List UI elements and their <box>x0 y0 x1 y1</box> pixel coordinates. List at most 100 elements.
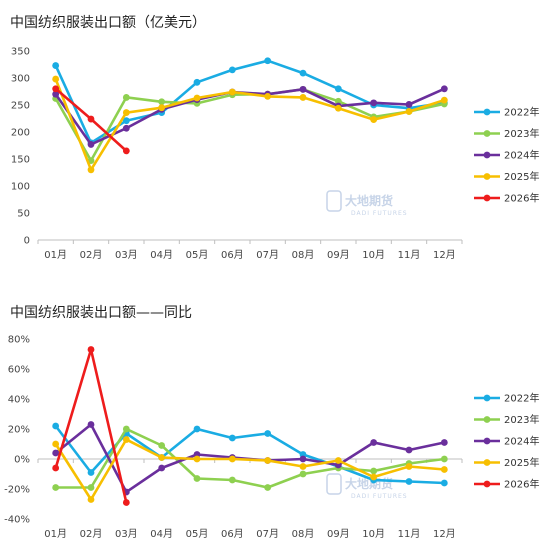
legend-label: 2026年 <box>504 192 539 205</box>
x-tick-label: 08月 <box>292 528 315 540</box>
legend-label: 2026年 <box>504 478 539 491</box>
data-point <box>228 88 236 96</box>
data-point <box>122 124 130 132</box>
series-line-2023年 <box>54 88 445 162</box>
data-point <box>299 463 307 470</box>
data-point <box>158 454 166 461</box>
data-point <box>334 457 342 464</box>
data-point <box>122 117 130 125</box>
y-tick-label: 0% <box>14 455 30 466</box>
data-point <box>370 116 378 123</box>
data-point <box>87 496 95 503</box>
x-tick-label: 11月 <box>398 249 421 261</box>
data-point <box>87 115 95 123</box>
x-tick-label: 11月 <box>398 528 421 540</box>
chart-title-top: 中国纺织服装出口额（亿美元） <box>10 15 206 31</box>
watermark-logo-icon <box>326 473 342 495</box>
data-point <box>334 85 342 93</box>
data-point <box>440 479 448 487</box>
data-point <box>52 90 60 98</box>
data-point <box>228 66 236 74</box>
data-point <box>440 455 448 463</box>
legend-swatch-marker <box>483 151 491 159</box>
data-point <box>440 96 448 104</box>
data-point <box>370 439 378 446</box>
legend-swatch-marker <box>483 437 491 445</box>
legend-swatch-marker <box>483 394 491 402</box>
data-point <box>405 463 413 470</box>
data-point <box>228 434 236 442</box>
legend-label: 2024年 <box>504 435 539 448</box>
data-point <box>334 97 342 105</box>
data-point <box>52 464 60 472</box>
data-point <box>52 75 60 83</box>
watermark-subtext: DADI FUTURES <box>351 493 408 500</box>
data-point <box>122 436 130 443</box>
x-tick-label: 12月 <box>433 249 456 261</box>
x-tick-label: 05月 <box>186 249 209 261</box>
x-tick-label: 09月 <box>327 249 350 261</box>
data-point <box>87 141 95 148</box>
x-tick-label: 02月 <box>80 249 103 261</box>
y-tick-label: 250 <box>11 101 30 112</box>
legend-swatch-marker <box>483 480 491 488</box>
data-point <box>52 85 60 93</box>
x-tick-label: 04月 <box>150 528 173 540</box>
x-tick-label: 06月 <box>221 528 244 540</box>
legend-swatch-marker <box>483 194 491 202</box>
data-point <box>334 104 342 112</box>
data-point <box>405 108 413 115</box>
legend-label: 2023年 <box>504 127 539 140</box>
y-tick-label: 350 <box>11 47 30 58</box>
legend-label: 2025年 <box>504 170 539 183</box>
x-tick-label: 12月 <box>433 528 456 540</box>
data-point <box>193 475 201 482</box>
data-point <box>370 467 378 475</box>
series-line-2025年 <box>54 438 445 501</box>
legend-swatch-marker <box>483 459 491 466</box>
x-tick-label: 01月 <box>44 249 67 261</box>
y-tick-label: 300 <box>11 74 30 85</box>
x-tick-label: 06月 <box>221 249 244 261</box>
data-point <box>193 455 201 463</box>
data-point <box>370 473 378 481</box>
data-point <box>370 99 378 107</box>
data-point <box>440 85 448 93</box>
legend-label: 2023年 <box>504 413 539 426</box>
data-point <box>52 422 60 430</box>
data-point <box>440 439 448 446</box>
data-point <box>52 449 60 457</box>
data-point <box>193 94 201 102</box>
y-tick-label: -40% <box>4 515 30 526</box>
legend-swatch-marker <box>483 416 491 423</box>
x-tick-label: 10月 <box>362 528 385 540</box>
data-point <box>158 104 166 112</box>
legend-swatch-marker <box>483 173 491 180</box>
data-point <box>87 469 95 476</box>
data-point <box>158 442 166 449</box>
data-point <box>264 457 272 464</box>
data-point <box>52 484 60 491</box>
y-tick-label: 20% <box>8 425 30 436</box>
x-tick-label: 09月 <box>327 528 350 540</box>
data-point <box>193 425 201 433</box>
x-tick-label: 03月 <box>115 249 138 261</box>
legend-swatch-marker <box>483 130 491 137</box>
data-point <box>405 446 413 454</box>
data-point <box>264 57 272 65</box>
data-point <box>87 346 95 353</box>
data-point <box>299 94 307 101</box>
data-point <box>87 421 95 428</box>
x-tick-label: 02月 <box>80 528 103 540</box>
series-line-2025年 <box>54 78 445 172</box>
x-tick-label: 03月 <box>115 528 138 540</box>
data-point <box>87 166 95 174</box>
series-line-2023年 <box>55 427 445 489</box>
legend-label: 2024年 <box>504 149 539 162</box>
y-tick-label: 200 <box>11 128 30 139</box>
y-tick-label: 150 <box>11 155 30 166</box>
y-tick-label: 100 <box>11 182 30 193</box>
x-tick-label: 01月 <box>44 528 67 540</box>
legend-label: 2025年 <box>504 456 539 469</box>
watermark-text: 大地期货 <box>345 193 393 208</box>
